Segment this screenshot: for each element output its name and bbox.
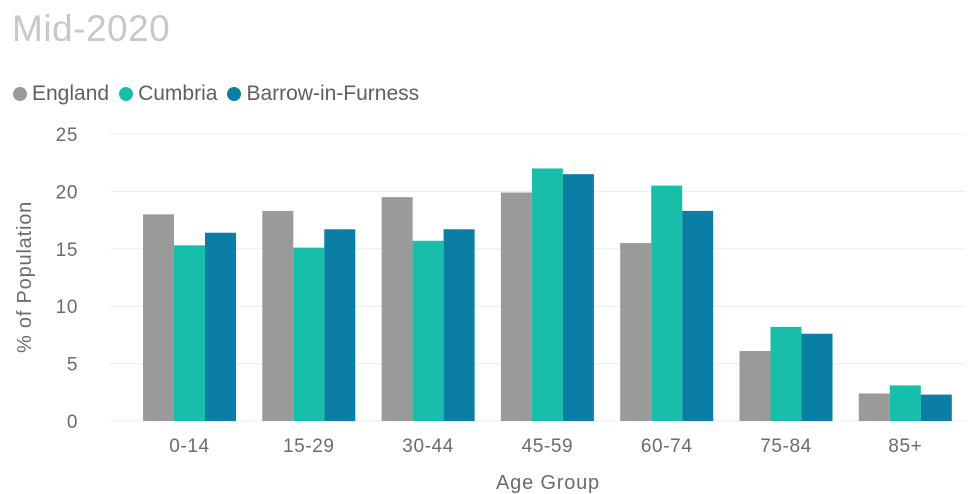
- bar-cumbria-85+: [889, 385, 921, 421]
- bar-barrow-in-furness-15-29: [324, 229, 356, 421]
- x-tick-label: 45-59: [522, 436, 574, 457]
- bar-england-30-44: [381, 197, 413, 421]
- y-tick-label: 0: [67, 412, 78, 433]
- legend-label-england: England: [32, 82, 110, 105]
- bar-cumbria-75-84: [770, 326, 802, 421]
- bar-barrow-in-furness-60-74: [682, 210, 714, 421]
- y-tick-label: 10: [56, 297, 78, 318]
- bar-barrow-in-furness-45-59: [562, 174, 594, 421]
- x-tick-label: 0-14: [169, 436, 209, 457]
- bar-england-85+: [858, 393, 890, 421]
- bar-england-75-84: [739, 350, 771, 421]
- chart-title: Mid-2020: [12, 8, 171, 49]
- legend-item-cumbria[interactable]: Cumbria: [119, 82, 217, 106]
- bar-barrow-in-furness-85+: [920, 394, 952, 421]
- bar-cumbria-0-14: [174, 245, 205, 421]
- x-tick-label: 30-44: [402, 436, 454, 457]
- bar-barrow-in-furness-75-84: [801, 333, 833, 421]
- x-tick-label: 15-29: [283, 436, 335, 457]
- bar-england-60-74: [620, 243, 652, 421]
- bar-england-45-59: [500, 192, 532, 421]
- legend-item-barrow[interactable]: Barrow-in-Furness: [227, 82, 419, 106]
- bar-england-15-29: [262, 210, 294, 421]
- bar-cumbria-15-29: [293, 247, 325, 421]
- legend-label-cumbria: Cumbria: [138, 82, 218, 105]
- legend-swatch-cumbria: [119, 87, 134, 101]
- bar-cumbria-30-44: [412, 240, 444, 421]
- legend-swatch-england: [13, 87, 27, 101]
- x-tick-label: 75-84: [760, 436, 812, 457]
- bar-england-0-14: [143, 214, 174, 421]
- legend-swatch-barrow: [227, 87, 242, 101]
- legend: England Cumbria Barrow-in-Furness: [13, 80, 419, 108]
- legend-label-barrow: Barrow-in-Furness: [246, 82, 420, 105]
- y-tick-label: 25: [56, 125, 78, 146]
- legend-item-england[interactable]: England: [13, 82, 109, 106]
- bar-cumbria-60-74: [651, 185, 683, 421]
- x-axis-title: Age Group: [496, 472, 600, 494]
- bar-cumbria-45-59: [531, 168, 563, 421]
- y-tick-label: 5: [67, 355, 78, 376]
- y-tick-label: 20: [56, 182, 78, 203]
- y-tick-label: 15: [56, 240, 78, 261]
- bar-barrow-in-furness-30-44: [443, 229, 475, 421]
- y-axis-title: % of Population: [14, 201, 36, 353]
- bar-barrow-in-furness-0-14: [205, 232, 236, 421]
- x-tick-label: 85+: [888, 436, 922, 457]
- x-tick-label: 60-74: [641, 436, 693, 457]
